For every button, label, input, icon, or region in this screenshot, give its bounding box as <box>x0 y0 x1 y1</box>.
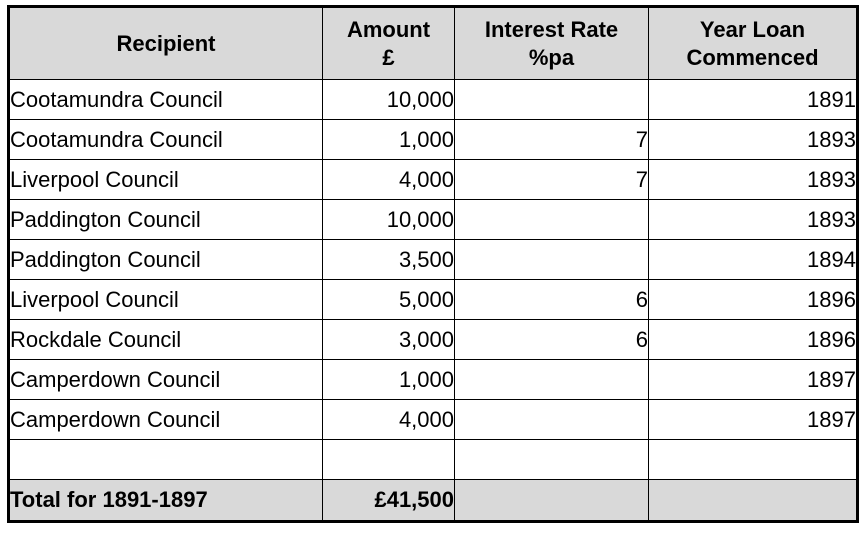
cell-amount: 5,000 <box>322 279 455 320</box>
cell-amount: 4,000 <box>322 159 455 200</box>
cell-rate <box>454 399 649 440</box>
total-label: Total for 1891-1897 <box>8 479 323 522</box>
total-rate <box>454 479 649 522</box>
header-amount: Amount £ <box>322 6 455 80</box>
table-row: Cootamundra Council 1,000 7 1893 <box>8 119 858 160</box>
table-row: Camperdown Council 4,000 1897 <box>8 399 858 440</box>
cell-rate: 6 <box>454 279 649 320</box>
cell-amount: 10,000 <box>322 79 455 120</box>
header-row: Recipient Amount £ Interest Rate %pa Yea… <box>8 6 858 80</box>
cell-rate <box>454 239 649 280</box>
cell-rate <box>454 199 649 240</box>
header-recipient: Recipient <box>8 6 323 80</box>
cell-amount: 1,000 <box>322 359 455 400</box>
cell-recipient: Camperdown Council <box>8 399 323 440</box>
cell-amount: 3,500 <box>322 239 455 280</box>
cell-amount: 3,000 <box>322 319 455 360</box>
cell-year: 1893 <box>648 199 858 240</box>
cell-recipient: Cootamundra Council <box>8 119 323 160</box>
table-row: Paddington Council 10,000 1893 <box>8 199 858 240</box>
total-amount: £41,500 <box>322 479 455 522</box>
cell-rate: 7 <box>454 119 649 160</box>
cell-year: 1894 <box>648 239 858 280</box>
table-row: Liverpool Council 5,000 6 1896 <box>8 279 858 320</box>
cell-amount: 1,000 <box>322 119 455 160</box>
cell-year: 1893 <box>648 119 858 160</box>
loans-table: Recipient Amount £ Interest Rate %pa Yea… <box>7 5 859 523</box>
table-row: Camperdown Council 1,000 1897 <box>8 359 858 400</box>
total-row: Total for 1891-1897 £41,500 <box>8 479 858 522</box>
cell-recipient: Camperdown Council <box>8 359 323 400</box>
cell-year: 1896 <box>648 319 858 360</box>
cell-recipient: Paddington Council <box>8 199 323 240</box>
cell-rate: 7 <box>454 159 649 200</box>
cell-amount <box>322 439 455 480</box>
table-row: Liverpool Council 4,000 7 1893 <box>8 159 858 200</box>
table-row: Cootamundra Council 10,000 1891 <box>8 79 858 120</box>
cell-amount: 4,000 <box>322 399 455 440</box>
table-row: Rockdale Council 3,000 6 1896 <box>8 319 858 360</box>
total-year <box>648 479 858 522</box>
cell-amount: 10,000 <box>322 199 455 240</box>
header-year-loan-commenced: Year Loan Commenced <box>648 6 858 80</box>
cell-year: 1897 <box>648 359 858 400</box>
cell-recipient <box>8 439 323 480</box>
cell-recipient: Liverpool Council <box>8 279 323 320</box>
cell-rate <box>454 79 649 120</box>
table-row: Paddington Council 3,500 1894 <box>8 239 858 280</box>
cell-year <box>648 439 858 480</box>
cell-year: 1896 <box>648 279 858 320</box>
cell-year: 1893 <box>648 159 858 200</box>
cell-year: 1891 <box>648 79 858 120</box>
cell-rate <box>454 359 649 400</box>
cell-recipient: Rockdale Council <box>8 319 323 360</box>
empty-row <box>8 439 858 480</box>
cell-recipient: Cootamundra Council <box>8 79 323 120</box>
cell-rate <box>454 439 649 480</box>
cell-recipient: Liverpool Council <box>8 159 323 200</box>
cell-recipient: Paddington Council <box>8 239 323 280</box>
cell-rate: 6 <box>454 319 649 360</box>
cell-year: 1897 <box>648 399 858 440</box>
header-interest-rate: Interest Rate %pa <box>454 6 649 80</box>
